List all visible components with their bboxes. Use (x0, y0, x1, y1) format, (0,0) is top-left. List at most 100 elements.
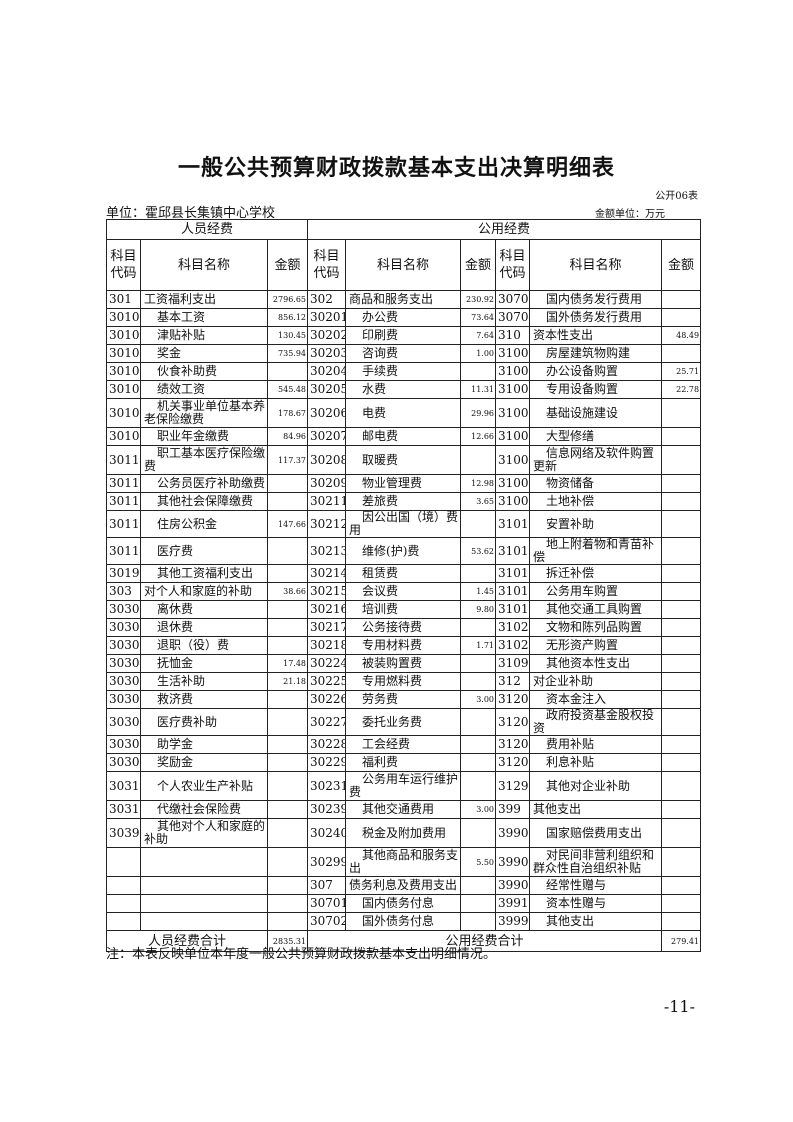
subject-name: 印刷费 (345, 326, 462, 345)
subject-name: 电费 (345, 398, 462, 428)
code-header: 科目代码 (495, 239, 531, 291)
amount (661, 912, 702, 931)
subject-code: 31204 (495, 735, 531, 754)
unit-name: 单位：霍邱县长集镇中心学校 (106, 206, 276, 221)
amount (661, 308, 702, 327)
amount (266, 564, 309, 583)
subject-code: 301 (106, 290, 141, 309)
amount-header: 金额 (266, 239, 309, 291)
subject-code: 399 (495, 800, 531, 819)
amount: 29.96 (460, 398, 497, 428)
subject-code: 30216 (307, 600, 347, 619)
amount (266, 847, 309, 877)
amount (460, 708, 497, 736)
subject-code: 30101 (106, 308, 141, 327)
amount (661, 708, 702, 736)
amount: 1.45 (460, 582, 497, 601)
amount (266, 894, 309, 913)
subject-name: 机关事业单位基本养老保险缴费 (140, 398, 268, 428)
subject-name: 国外债务付息 (345, 912, 462, 931)
subject-name: 津贴补贴 (140, 326, 268, 345)
amount: 38.66 (266, 582, 309, 601)
subject-code: 30206 (307, 398, 347, 428)
subject-name: 水费 (345, 380, 462, 399)
amount (661, 636, 702, 655)
amount (460, 672, 497, 691)
amount: 17.48 (266, 654, 309, 673)
subject-name: 取暖费 (345, 445, 462, 475)
subject-name: 福利费 (345, 753, 462, 772)
subject-code: 30304 (106, 654, 141, 673)
subject-code: 31203 (495, 708, 531, 736)
subject-code: 30114 (106, 537, 141, 565)
subject-code: 31003 (495, 380, 531, 399)
subject-code: 30102 (106, 326, 141, 345)
subject-name: 奖金 (140, 344, 268, 363)
subject-name: 会议费 (345, 582, 462, 601)
money-unit: 金额单位：万元 (595, 209, 665, 220)
amount (661, 492, 702, 511)
subject-code: 30113 (106, 510, 141, 538)
subject-name: 拆迁补偿 (529, 564, 663, 583)
amount: 53.62 (460, 537, 497, 565)
subject-code: 30309 (106, 753, 141, 772)
subject-code: 31002 (495, 362, 531, 381)
subject-name: 手续费 (345, 362, 462, 381)
subject-code (106, 912, 141, 931)
amount: 117.37 (266, 445, 309, 475)
subject-name: 资本性支出 (529, 326, 663, 345)
subject-code: 39908 (495, 847, 531, 877)
code-header: 科目代码 (106, 239, 141, 291)
amount (661, 582, 702, 601)
amount (266, 600, 309, 619)
amount: 545.48 (266, 380, 309, 399)
amount: 48.49 (661, 326, 702, 345)
subject-name: 救济费 (140, 690, 268, 709)
subject-code: 31099 (495, 654, 531, 673)
subject-name: 办公设备购置 (529, 362, 663, 381)
subject-code: 31013 (495, 582, 531, 601)
personnel-header: 人员经费 (105, 219, 309, 240)
subject-name: 咨询费 (345, 344, 462, 363)
subject-name: 文物和陈列品购置 (529, 618, 663, 637)
subject-name: 费用补贴 (529, 735, 663, 754)
amount: 130.45 (266, 326, 309, 345)
amount (460, 445, 497, 475)
subject-code: 30106 (106, 362, 141, 381)
subject-code: 30701 (307, 894, 347, 913)
table-row: 30101基本工资856.1230201办公费73.6430704国外债务发行费… (106, 308, 702, 327)
subject-name: 专用材料费 (345, 636, 462, 655)
form-number: 公开06表 (655, 191, 698, 202)
subject-code (106, 876, 141, 895)
subject-name: 维修(护)费 (345, 537, 462, 565)
subject-code: 30308 (106, 735, 141, 754)
subject-name: 大型修缮 (529, 427, 663, 446)
subject-name: 房屋建筑物购建 (529, 344, 663, 363)
amount-header: 金额 (661, 239, 702, 291)
subject-code: 30228 (307, 735, 347, 754)
subject-code: 30311 (106, 800, 141, 819)
subject-code: 312 (495, 672, 531, 691)
amount: 3.65 (460, 492, 497, 511)
amount (460, 894, 497, 913)
amount (661, 672, 702, 691)
amount (661, 427, 702, 446)
subject-code: 30226 (307, 690, 347, 709)
subject-name: 抚恤金 (140, 654, 268, 673)
subject-code: 30109 (106, 427, 141, 446)
table-row: 30299其他商品和服务支出5.5039908对民间非营利组织和群众性自治组织补… (106, 847, 702, 877)
page-number: -11- (663, 997, 695, 1016)
subject-name: 政府投资基金股权投资 (529, 708, 663, 736)
subject-name: 邮电费 (345, 427, 462, 446)
amount: 21.18 (266, 672, 309, 691)
subject-name: 劳务费 (345, 690, 462, 709)
amount (661, 290, 702, 309)
